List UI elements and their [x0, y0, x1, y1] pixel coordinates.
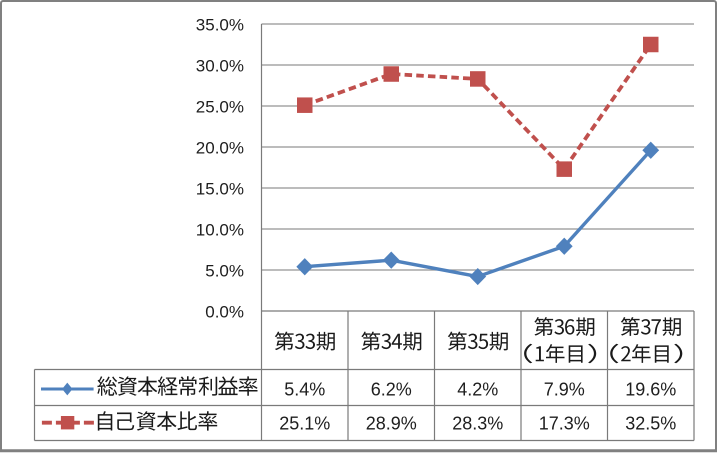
svg-text:5.0%: 5.0%: [205, 262, 244, 281]
svg-text:25.1%: 25.1%: [279, 414, 330, 434]
svg-text:15.0%: 15.0%: [196, 180, 244, 199]
svg-text:30.0%: 30.0%: [196, 57, 244, 76]
svg-text:4.2%: 4.2%: [457, 380, 498, 400]
svg-text:20.0%: 20.0%: [196, 139, 244, 158]
svg-text:7.9%: 7.9%: [544, 380, 585, 400]
svg-text:5.4%: 5.4%: [284, 380, 325, 400]
svg-text:28.9%: 28.9%: [366, 414, 417, 434]
svg-text:6.2%: 6.2%: [371, 380, 412, 400]
svg-text:17.3%: 17.3%: [539, 414, 590, 434]
svg-text:10.0%: 10.0%: [196, 221, 244, 240]
svg-text:28.3%: 28.3%: [452, 414, 503, 434]
svg-text:19.6%: 19.6%: [625, 380, 676, 400]
svg-text:25.0%: 25.0%: [196, 98, 244, 117]
svg-text:35.0%: 35.0%: [196, 16, 244, 35]
svg-text:0.0%: 0.0%: [205, 303, 244, 322]
svg-text:32.5%: 32.5%: [625, 414, 676, 434]
